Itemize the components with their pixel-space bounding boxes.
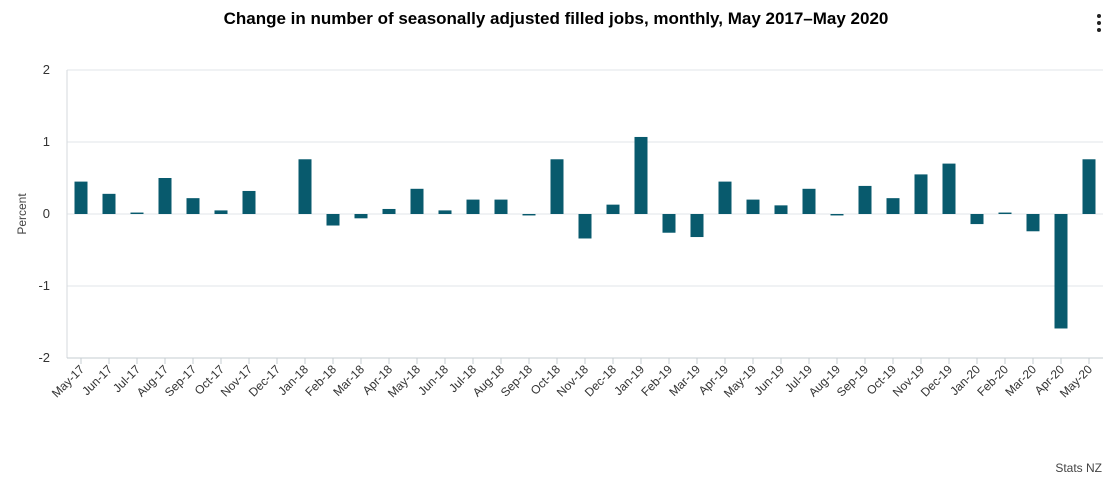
- bar[interactable]: [522, 214, 536, 216]
- bar[interactable]: [1054, 214, 1068, 329]
- bar[interactable]: [1082, 159, 1096, 214]
- bar[interactable]: [718, 181, 732, 214]
- bar[interactable]: [410, 188, 424, 214]
- x-tick-label: May-17: [49, 362, 87, 400]
- bar[interactable]: [102, 193, 116, 214]
- bar[interactable]: [214, 210, 228, 214]
- bar[interactable]: [326, 214, 340, 226]
- y-tick-label: -1: [38, 278, 50, 293]
- bar[interactable]: [998, 212, 1012, 214]
- bar[interactable]: [662, 214, 676, 233]
- x-tick-label: Sep-18: [498, 362, 535, 399]
- bar[interactable]: [74, 181, 88, 214]
- x-tick-label: Dec-17: [246, 362, 283, 399]
- bar[interactable]: [158, 178, 172, 214]
- x-tick-label: Dec-19: [918, 362, 955, 399]
- more-vertical-icon[interactable]: [1093, 14, 1105, 38]
- bar[interactable]: [914, 174, 928, 214]
- bars: [74, 136, 1096, 329]
- bar[interactable]: [438, 210, 452, 214]
- chart-title: Change in number of seasonally adjusted …: [223, 9, 889, 28]
- bar[interactable]: [886, 198, 900, 214]
- bar[interactable]: [382, 208, 396, 214]
- bar[interactable]: [578, 214, 592, 239]
- x-axis-ticks: May-17Jun-17Jul-17Aug-17Sep-17Oct-17Nov-…: [49, 358, 1095, 400]
- source-credit: Stats NZ: [1055, 461, 1102, 475]
- bar[interactable]: [970, 214, 984, 225]
- x-tick-label: Dec-18: [582, 362, 619, 399]
- bar[interactable]: [942, 163, 956, 214]
- bar[interactable]: [186, 198, 200, 214]
- bar[interactable]: [242, 190, 256, 214]
- y-tick-label: 0: [43, 206, 50, 221]
- bar[interactable]: [634, 136, 648, 214]
- x-tick-label: Jun-17: [79, 362, 115, 398]
- bar[interactable]: [746, 199, 760, 214]
- x-tick-label: Jun-18: [415, 362, 451, 398]
- x-tick-label: Mar-20: [1002, 362, 1039, 399]
- bar[interactable]: [690, 214, 704, 238]
- bar[interactable]: [466, 199, 480, 214]
- bar[interactable]: [774, 205, 788, 214]
- x-tick-label: Sep-17: [162, 362, 199, 399]
- x-tick-label: Jun-19: [751, 362, 787, 398]
- bar[interactable]: [354, 214, 368, 219]
- bar[interactable]: [550, 159, 564, 214]
- y-axis-label: Percent: [15, 193, 29, 235]
- bar[interactable]: [130, 212, 144, 214]
- bar[interactable]: [802, 188, 816, 214]
- x-tick-label: Sep-19: [834, 362, 871, 399]
- bar[interactable]: [494, 199, 508, 214]
- x-tick-label: Mar-18: [330, 362, 367, 399]
- bar[interactable]: [606, 204, 620, 214]
- bar[interactable]: [1026, 214, 1040, 232]
- x-tick-label: Mar-19: [666, 362, 703, 399]
- bar[interactable]: [830, 214, 844, 216]
- y-tick-label: 2: [43, 62, 50, 77]
- y-tick-label: 1: [43, 134, 50, 149]
- bar[interactable]: [298, 159, 312, 214]
- y-tick-label: -2: [38, 350, 50, 365]
- bar[interactable]: [858, 185, 872, 214]
- y-axis-ticks: 2 1 0 -1 -2: [38, 62, 50, 365]
